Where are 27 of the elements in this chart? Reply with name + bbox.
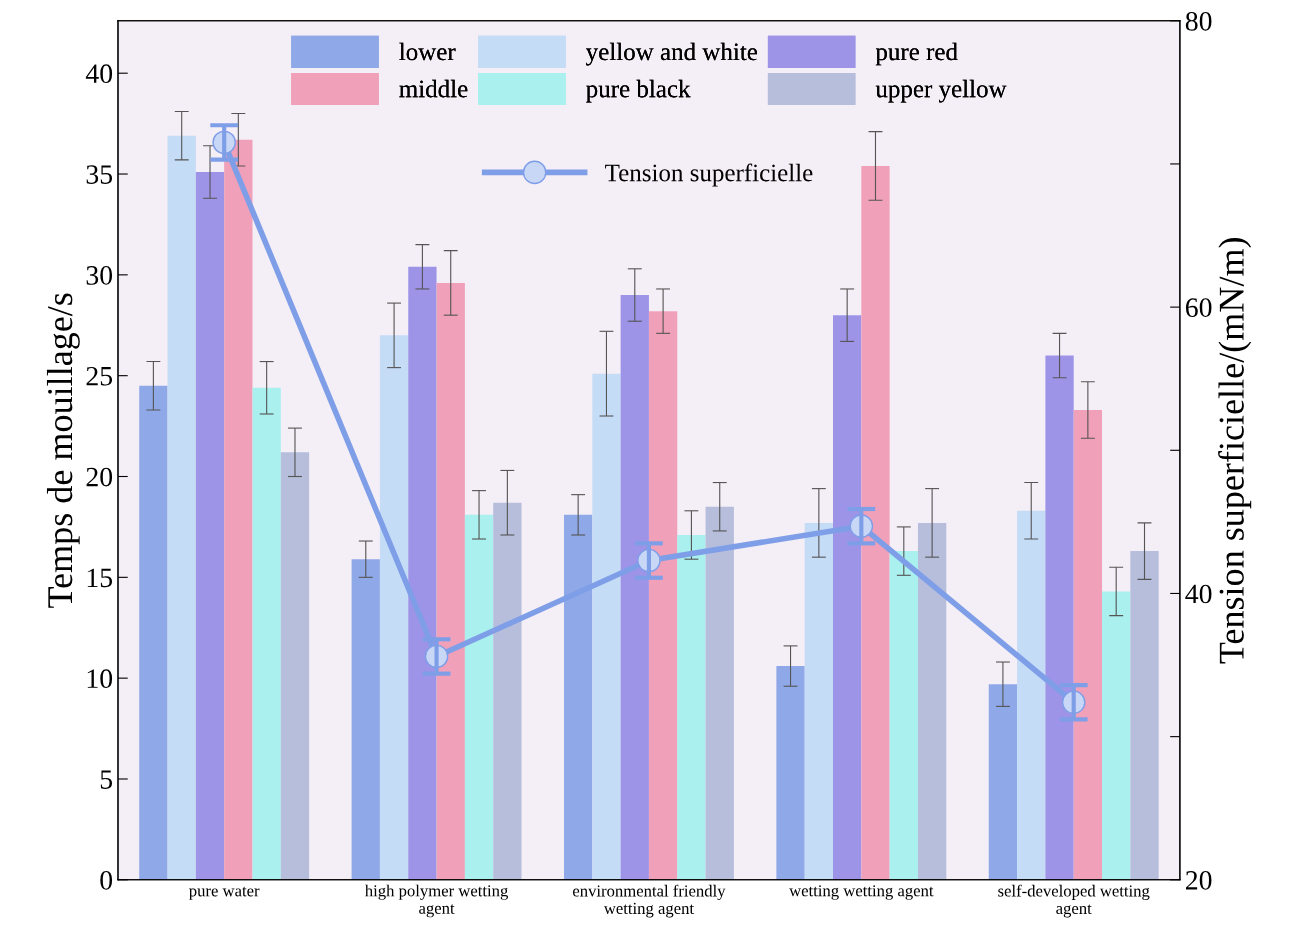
legend-label: upper yellow <box>875 79 1007 103</box>
x-tick-label: pure water <box>189 886 260 900</box>
y-tick-label: 20 <box>86 467 113 487</box>
y-tick-label: 5 <box>100 770 113 789</box>
y-tick-label: 10 <box>87 669 113 689</box>
x-tick-label: self-developed wetting agent <box>998 884 1150 918</box>
legend-label: yellow and white <box>586 42 758 66</box>
y-tick-label: 25 <box>86 366 113 386</box>
legend-label: middle <box>399 79 468 98</box>
y2-tick-label: 40 <box>1185 584 1212 604</box>
y2-tick-label: 80 <box>1185 11 1212 31</box>
y-tick-label: 40 <box>85 64 113 84</box>
y-axis-title: Temps de mouillage/s <box>46 293 80 608</box>
legend-label: Tension superficielle <box>605 163 813 187</box>
y-tick-label: 15 <box>87 568 113 588</box>
y-tick-label: 0 <box>100 870 113 890</box>
x-tick-label: environmental friendly wetting agent <box>573 884 726 918</box>
legend-label: lower <box>399 42 456 61</box>
legend-label: pure red <box>875 42 958 66</box>
y2-tick-label: 60 <box>1185 298 1212 318</box>
y2-tick-label: 20 <box>1185 870 1212 890</box>
y-tick-label: 35 <box>86 165 113 184</box>
legend-label: pure black <box>586 79 691 103</box>
x-tick-label: high polymer wetting agent <box>364 884 508 918</box>
y2-axis-title: Tension superficielle/(mN/m) <box>1218 238 1252 664</box>
y-tick-label: 30 <box>86 266 113 285</box>
x-tick-label: wetting wetting agent <box>789 885 934 900</box>
